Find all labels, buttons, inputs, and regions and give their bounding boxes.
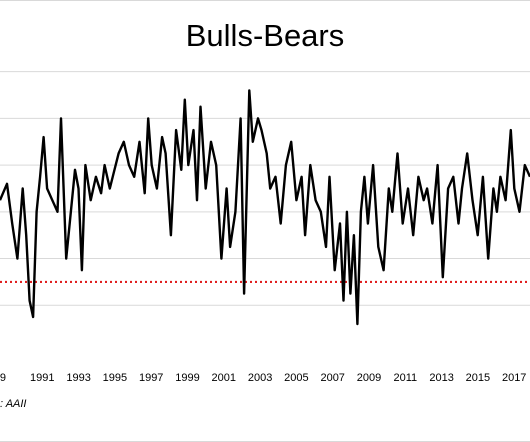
source-note: : AAII xyxy=(0,398,27,410)
x-tick-label: 2001 xyxy=(212,372,236,384)
x-tick-label: 2013 xyxy=(429,372,453,384)
x-tick-label: 2015 xyxy=(466,372,490,384)
x-tick-label: 1997 xyxy=(139,372,163,384)
series-group xyxy=(0,89,530,326)
x-tick-label: 2003 xyxy=(248,372,272,384)
x-tick-label: 2005 xyxy=(284,372,308,384)
x-tick-label: 1991 xyxy=(30,372,54,384)
x-tick-label: 1993 xyxy=(66,372,90,384)
x-tick-label: 2009 xyxy=(357,372,381,384)
x-tick-label: 2007 xyxy=(320,372,344,384)
x-tick-label: 1995 xyxy=(103,372,127,384)
x-axis-tick-labels: 9 1991 1993 1995 1997 1999 2001 2003 2005 2007 200… xyxy=(0,372,526,384)
series-line-0 xyxy=(0,89,530,326)
x-tick-label: 9 xyxy=(0,372,6,384)
x-tick-label: 2017 xyxy=(502,372,526,384)
chart-title: Bulls-Bears xyxy=(185,18,345,53)
x-tick-label: 2011 xyxy=(393,372,417,384)
x-tick-label: 1999 xyxy=(175,372,199,384)
